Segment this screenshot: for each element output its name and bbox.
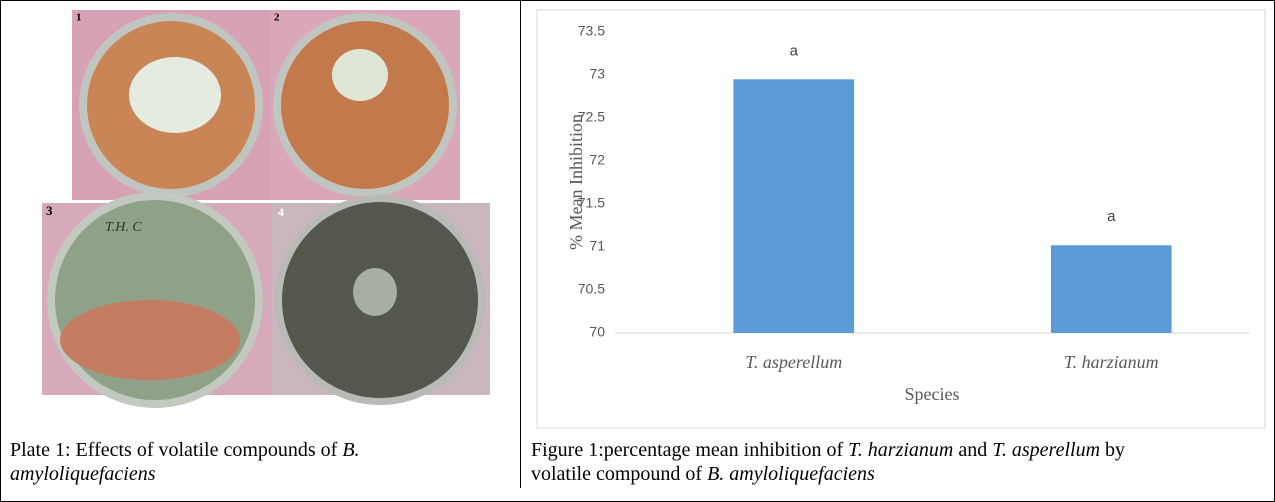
photo-label: 1 bbox=[76, 12, 82, 24]
y-tick-label: 73.5 bbox=[578, 23, 605, 39]
bar bbox=[733, 79, 855, 333]
y-tick-label: 71 bbox=[589, 238, 605, 254]
photo-label: 3 bbox=[46, 203, 53, 218]
y-tick-label: 70.5 bbox=[578, 281, 605, 297]
colony bbox=[332, 49, 388, 101]
significance-label: a bbox=[1107, 208, 1116, 225]
colony bbox=[129, 57, 221, 133]
plate-caption: Plate 1: Effects of volatile compounds o… bbox=[10, 438, 510, 486]
chart: % Mean Inhibition Species 70 70.5 71 71.5 72… bbox=[536, 9, 1266, 429]
caption-text: T. asperellum bbox=[992, 439, 1101, 461]
photo-label: 4 bbox=[278, 205, 284, 219]
plate-photos: 1 2 3 4 T.H. C bbox=[42, 10, 490, 408]
y-tick-label: 72.5 bbox=[578, 109, 605, 125]
x-tick-label: T. asperellum bbox=[745, 352, 842, 372]
caption-text: B. amyloliquefaciens bbox=[707, 463, 875, 485]
dish-agar bbox=[281, 21, 449, 189]
chart-border bbox=[536, 9, 1266, 429]
caption-text: Figure 1:percentage mean inhibition of bbox=[531, 439, 849, 461]
y-tick-label: 72 bbox=[589, 152, 605, 168]
cell-divider bbox=[520, 0, 521, 488]
x-tick-label: T. harzianum bbox=[1064, 352, 1159, 372]
photo-label: 2 bbox=[274, 12, 280, 24]
dish-mark: T.H. C bbox=[105, 220, 142, 235]
y-tick-label: 70 bbox=[589, 324, 605, 340]
caption-text: by volatile compound of bbox=[531, 439, 1126, 485]
caption-text: and bbox=[953, 439, 993, 461]
colony bbox=[60, 300, 240, 380]
y-tick-label: 73 bbox=[589, 66, 605, 82]
caption-text: B. amyloliquefaciens bbox=[10, 439, 360, 485]
colony bbox=[353, 268, 397, 316]
y-tick-label: 71.5 bbox=[578, 195, 605, 211]
significance-label: a bbox=[790, 42, 799, 59]
x-axis-title: Species bbox=[905, 384, 960, 404]
y-axis-title: % Mean Inhibition bbox=[566, 114, 586, 250]
bar bbox=[1050, 245, 1172, 333]
figure-caption: Figure 1:percentage mean inhibition of T… bbox=[531, 438, 1151, 486]
caption-text: Plate 1: Effects of volatile compounds o… bbox=[10, 439, 343, 461]
caption-text: T. harzianum bbox=[848, 439, 954, 461]
